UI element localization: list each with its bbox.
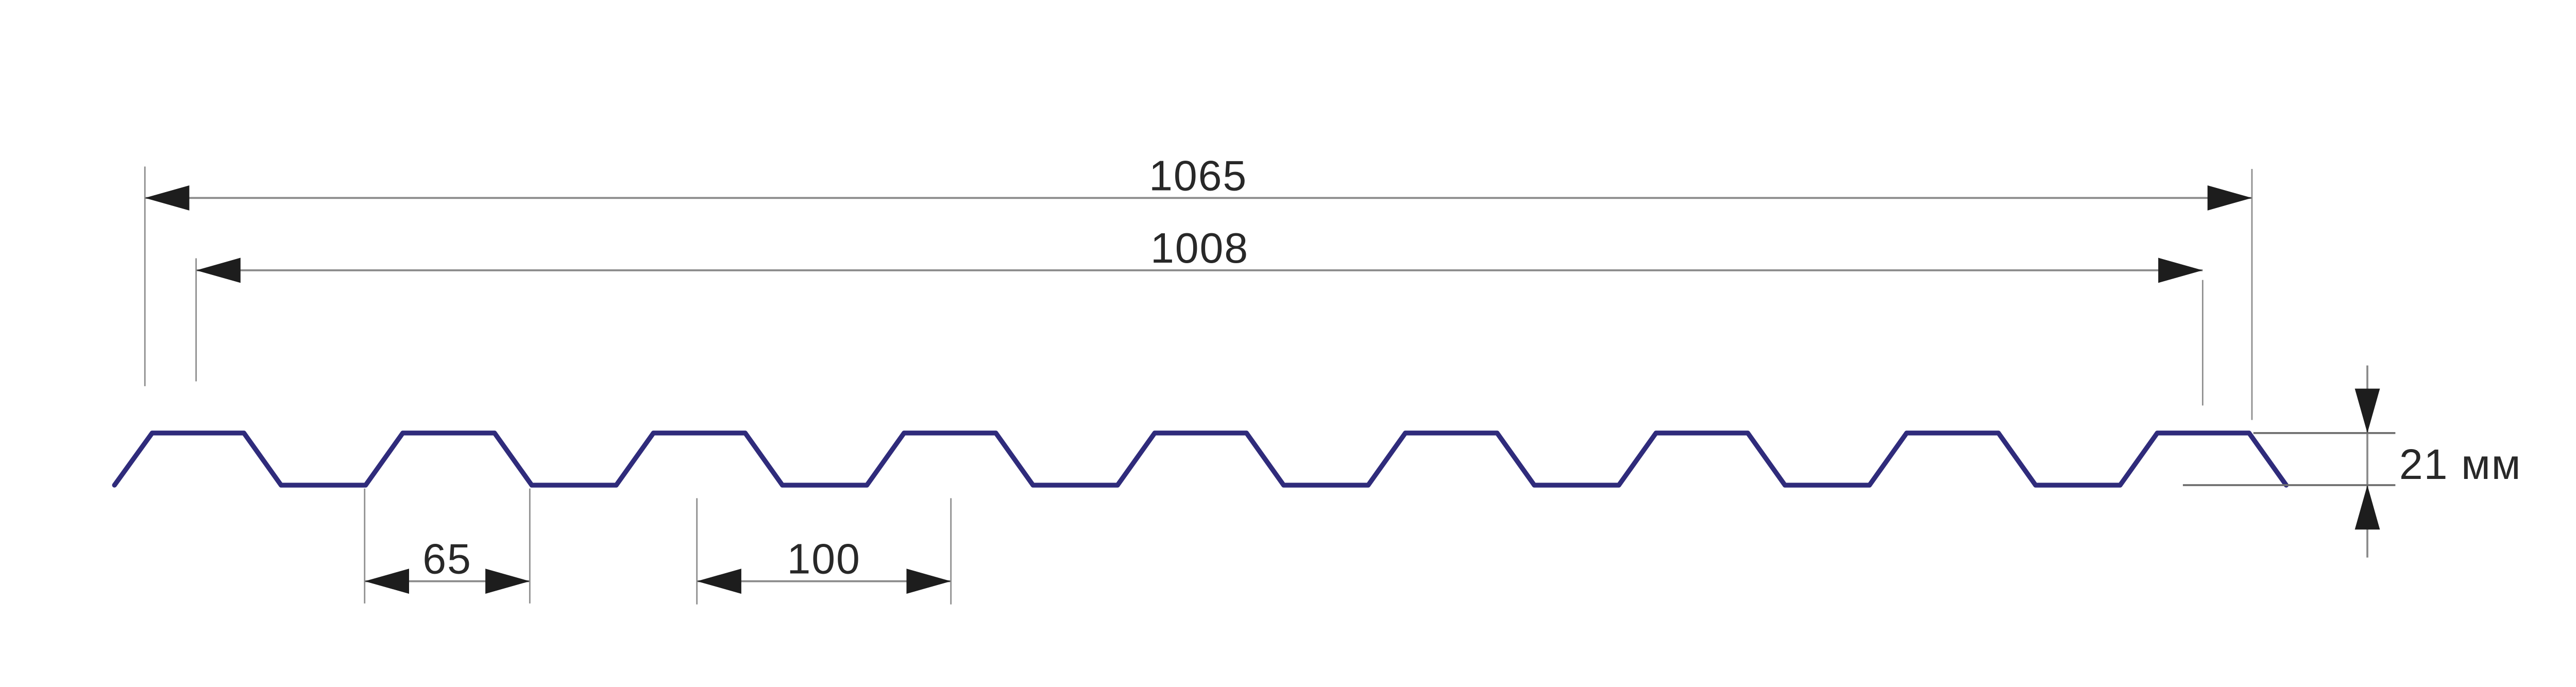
dimension-rib-pitch: 100 (696, 498, 952, 605)
arrowhead (2354, 388, 2380, 433)
profile-drawing-svg: 1065 1008 65 100 21 мм (0, 0, 2576, 644)
arrowhead (2354, 485, 2380, 530)
dimension-overall-width: 1065 (144, 152, 2253, 420)
arrowhead (2158, 257, 2203, 283)
arrowhead (906, 569, 951, 594)
dimension-label: 1065 (1149, 152, 1247, 199)
arrowhead (697, 569, 741, 594)
arrowhead (145, 185, 190, 211)
dimension-useful-width: 1008 (195, 225, 2204, 406)
arrowhead (196, 257, 241, 283)
arrowhead (364, 569, 409, 594)
diagram-page: 1065 1008 65 100 21 мм (0, 0, 2576, 644)
dimension-label: 100 (787, 536, 861, 583)
drawing-background (0, 0, 2576, 644)
dimension-label: 1008 (1150, 225, 1249, 272)
dimension-label: 21 мм (2399, 441, 2521, 488)
dimension-label: 65 (422, 536, 471, 583)
dimension-rib-base-width: 65 (364, 488, 531, 604)
profile-outline (112, 431, 2289, 488)
dimension-profile-height: 21 мм (2182, 365, 2521, 558)
arrowhead (2207, 185, 2252, 211)
arrowhead (485, 569, 530, 594)
